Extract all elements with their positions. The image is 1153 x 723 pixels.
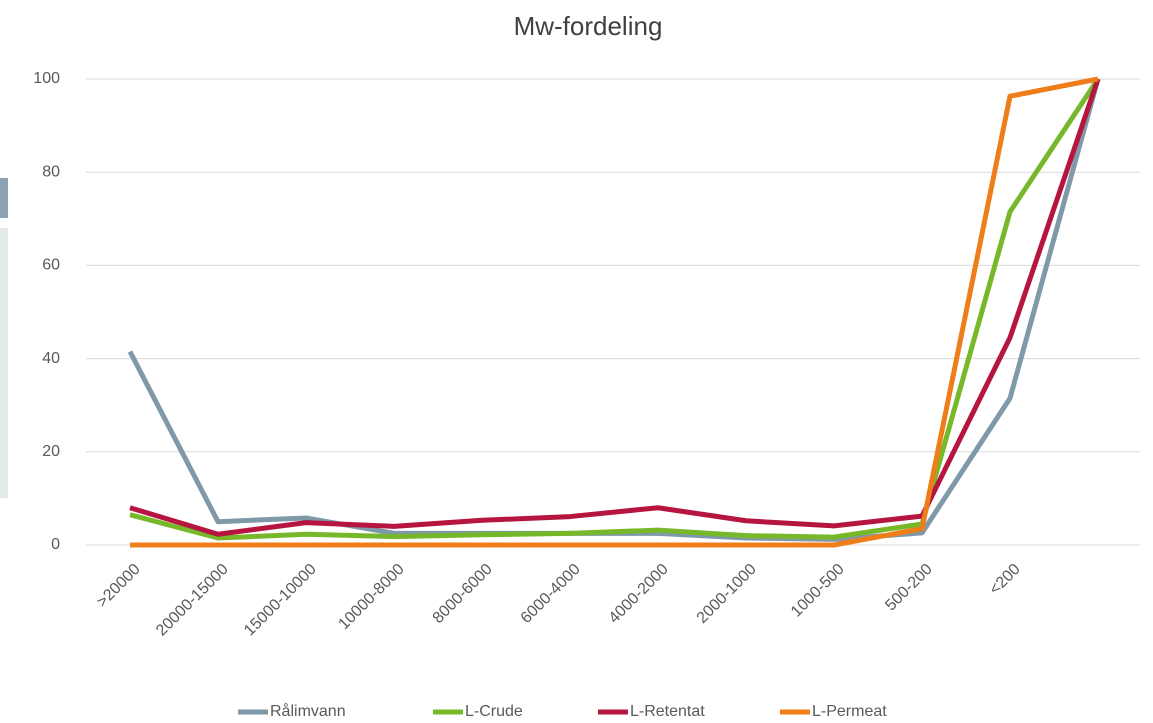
edge-artifact [0,228,8,498]
edge-artifact [0,178,8,218]
y-tick-label: 20 [42,443,60,460]
chart-title: Mw-fordeling [514,11,663,41]
y-tick-label: 0 [51,536,60,553]
legend-label: L-Retentat [630,703,705,720]
y-tick-label: 40 [42,350,60,367]
series-line [130,76,1099,548]
y-tick-label: 80 [42,163,60,180]
legend-label: L-Crude [465,703,523,720]
series-line [129,77,1101,541]
y-tick-label: 100 [33,70,60,87]
legend-label: Rålimvann [270,702,346,720]
series-line [129,78,1101,537]
legend-label: L-Permeat [812,703,887,720]
y-tick-label: 60 [42,257,60,274]
